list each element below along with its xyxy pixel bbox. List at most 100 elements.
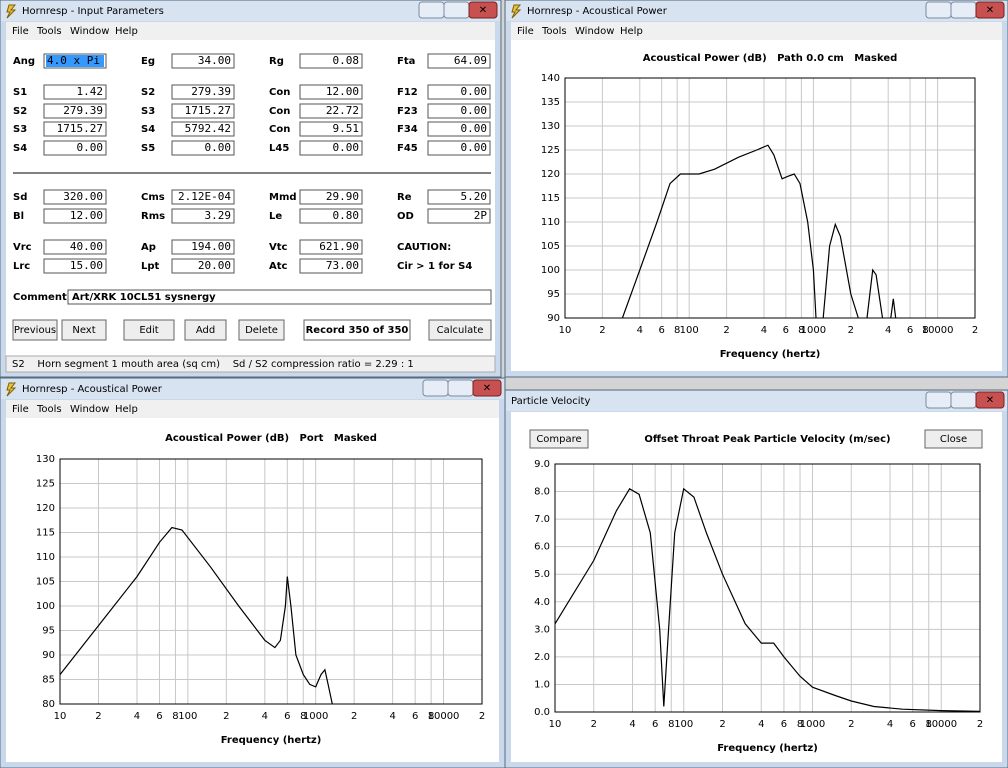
menu-item[interactable]: Tools (36, 404, 62, 415)
param-box[interactable] (299, 53, 363, 69)
close-button[interactable] (975, 1, 1005, 19)
menu-item[interactable]: Window (70, 404, 109, 415)
x-tick-label: 100 (178, 711, 197, 722)
x-tick-label: 4 (758, 719, 764, 730)
button-label: Next (72, 325, 95, 336)
minimize-button[interactable] (925, 1, 952, 19)
y-tick-label: 125 (36, 479, 55, 490)
param-value: 621.90 (319, 240, 359, 253)
param-box[interactable] (43, 208, 107, 224)
param-value: 9.51 (333, 122, 360, 135)
window-title: Hornresp - Acoustical Power (22, 384, 163, 395)
param-box[interactable] (171, 140, 235, 156)
button[interactable] (12, 319, 58, 341)
param-box[interactable] (171, 258, 235, 274)
button-label: Delete (245, 325, 278, 336)
param-box[interactable] (171, 189, 235, 205)
param-value: 279.39 (63, 104, 103, 117)
y-tick-label: 105 (36, 577, 55, 588)
y-tick-label: 7.0 (534, 514, 550, 525)
x-tick-label: 2 (479, 711, 485, 722)
x-axis-label: Frequency (hertz) (720, 349, 821, 360)
menu-item[interactable]: Window (575, 26, 614, 37)
button[interactable] (184, 319, 227, 341)
menu-item[interactable]: File (12, 404, 29, 415)
button[interactable] (529, 429, 589, 449)
x-tick-label: 8 (674, 325, 680, 336)
x-tick-label: 6 (412, 711, 418, 722)
param-label: Re (397, 192, 412, 203)
plot-border (554, 463, 981, 713)
x-tick-label: 10 (549, 719, 562, 730)
menu-item[interactable]: Help (620, 26, 643, 37)
param-box[interactable] (427, 189, 491, 205)
comment-box[interactable] (67, 289, 492, 305)
title-bar (1, 379, 504, 399)
param-value: 12.00 (70, 209, 103, 222)
x-tick-label: 4 (629, 719, 635, 730)
param-box[interactable] (427, 208, 491, 224)
param-box[interactable] (299, 208, 363, 224)
maximize-button[interactable] (950, 1, 977, 19)
menu-item[interactable]: Tools (36, 26, 62, 37)
maximize-button[interactable] (447, 379, 474, 397)
param-value: 34.00 (198, 54, 231, 67)
maximize-button[interactable] (950, 391, 977, 409)
param-box[interactable] (171, 103, 235, 119)
param-box[interactable] (299, 239, 363, 255)
param-box[interactable] (299, 189, 363, 205)
minimize-button[interactable] (418, 1, 445, 19)
menu-item[interactable]: File (517, 26, 534, 37)
param-value: 29.90 (326, 190, 359, 203)
minimize-button[interactable] (422, 379, 449, 397)
param-box[interactable] (427, 53, 491, 69)
button[interactable] (924, 429, 983, 449)
menu-item[interactable]: Help (115, 404, 138, 415)
button (123, 319, 175, 341)
param-label: Le (269, 211, 282, 222)
param-box[interactable] (427, 84, 491, 100)
param-value: 0.00 (461, 85, 488, 98)
param-box[interactable] (299, 140, 363, 156)
title-bar (1, 1, 500, 21)
param-box[interactable] (171, 121, 235, 137)
param-box[interactable] (299, 258, 363, 274)
close-button[interactable] (468, 1, 498, 19)
param-box[interactable] (43, 121, 107, 137)
param-box[interactable] (427, 121, 491, 137)
chart-title: Acoustical Power (dB) Path 0.0 cm Masked (643, 53, 898, 64)
param-value: 279.39 (191, 85, 231, 98)
param-box[interactable] (171, 208, 235, 224)
param-box[interactable] (427, 140, 491, 156)
param-box[interactable] (171, 84, 235, 100)
param-box[interactable] (43, 189, 107, 205)
menu-item[interactable]: File (12, 26, 29, 37)
param-box[interactable] (43, 239, 107, 255)
y-tick-label: 100 (541, 265, 560, 276)
minimize-button[interactable] (925, 391, 952, 409)
button[interactable] (238, 319, 285, 341)
close-button[interactable] (472, 379, 502, 397)
param-box[interactable] (299, 84, 363, 100)
param-box[interactable] (43, 84, 107, 100)
close-button[interactable] (975, 391, 1005, 409)
menu-item[interactable]: Tools (541, 26, 567, 37)
maximize-button[interactable] (443, 1, 470, 19)
param-box[interactable] (43, 103, 107, 119)
param-box[interactable] (171, 239, 235, 255)
param-label: S2 (141, 87, 155, 98)
param-box[interactable] (43, 140, 107, 156)
param-box[interactable] (171, 53, 235, 69)
button[interactable] (428, 319, 492, 341)
param-box[interactable] (427, 103, 491, 119)
selection (46, 55, 104, 67)
param-box[interactable] (299, 121, 363, 137)
param-box[interactable] (299, 103, 363, 119)
param-box[interactable] (43, 258, 107, 274)
param-label: Mmd (269, 192, 297, 203)
menu-item[interactable]: Window (70, 26, 109, 37)
menu-bar (6, 22, 495, 40)
y-tick-label: 1.0 (534, 679, 550, 690)
menu-item[interactable]: Help (115, 26, 138, 37)
x-tick-label: 2 (223, 711, 229, 722)
